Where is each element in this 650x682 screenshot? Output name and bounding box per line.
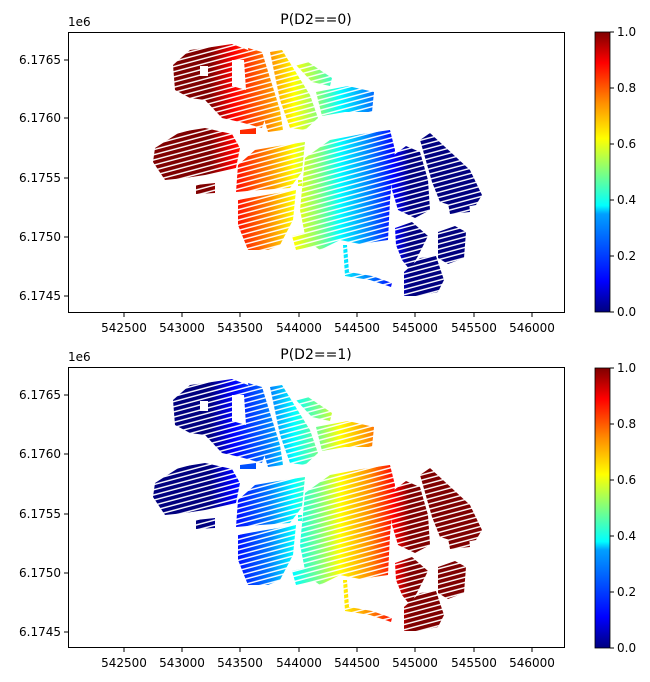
y-tick-label: 6.1765 xyxy=(19,388,61,402)
colorbar: 0.0 0.2 0.4 0.6 0.8 1.0 xyxy=(594,25,636,319)
colorbar-tick-label: 0.8 xyxy=(617,417,636,431)
colorbar: 0.0 0.2 0.4 0.6 0.8 1.0 xyxy=(594,361,636,655)
x-axis: 542500 543000 543500 544000 544500 54500… xyxy=(101,648,555,670)
x-tick-label: 545000 xyxy=(392,656,438,670)
subplot-p-d2-0: P(D2==0) 1e6 6.1765 6.1760 6.1755 6.1750… xyxy=(19,12,636,335)
colorbar-tick-label: 1.0 xyxy=(617,361,636,375)
x-tick-label: 543000 xyxy=(159,656,205,670)
scatter-points xyxy=(153,379,482,631)
y-tick-label: 6.1760 xyxy=(19,447,61,461)
y-tick-label: 6.1750 xyxy=(19,566,61,580)
x-tick-label: 543000 xyxy=(159,321,205,335)
axes-frame xyxy=(68,32,565,313)
colorbar-tick-label: 0.4 xyxy=(617,529,636,543)
x-tick-label: 543500 xyxy=(217,656,263,670)
axes-frame xyxy=(68,367,565,648)
y-tick-label: 6.1755 xyxy=(19,507,61,521)
x-tick-label: 544000 xyxy=(276,321,322,335)
subplot-p-d2-1: P(D2==1) 1e6 6.1765 6.1760 6.1755 6.1750… xyxy=(19,347,636,670)
y-axis: 6.1765 6.1760 6.1755 6.1750 6.1745 xyxy=(19,388,68,639)
y-axis: 6.1765 6.1760 6.1755 6.1750 6.1745 xyxy=(19,53,68,303)
scatter-points xyxy=(153,44,482,296)
y-tick-label: 6.1765 xyxy=(19,53,61,67)
chart-title: P(D2==0) xyxy=(280,12,351,28)
x-tick-label: 545000 xyxy=(392,321,438,335)
x-tick-label: 544500 xyxy=(334,321,380,335)
colorbar-tick-label: 0.2 xyxy=(617,585,636,599)
colorbar-tick-label: 0.6 xyxy=(617,137,636,151)
y-offset-label: 1e6 xyxy=(68,15,91,29)
x-tick-label: 545500 xyxy=(451,656,497,670)
chart-title: P(D2==1) xyxy=(280,347,351,363)
x-tick-label: 546000 xyxy=(509,321,555,335)
x-tick-label: 544000 xyxy=(276,656,322,670)
x-tick-label: 543500 xyxy=(217,321,263,335)
y-tick-label: 6.1745 xyxy=(19,289,61,303)
x-tick-label: 546000 xyxy=(509,656,555,670)
colorbar-tick-label: 0.2 xyxy=(617,249,636,263)
y-tick-label: 6.1750 xyxy=(19,230,61,244)
x-tick-label: 542500 xyxy=(101,321,147,335)
colorbar-tick-label: 0.8 xyxy=(617,81,636,95)
x-tick-label: 544500 xyxy=(334,656,380,670)
colorbar-tick-label: 0.0 xyxy=(617,305,636,319)
colorbar-tick-label: 0.6 xyxy=(617,473,636,487)
colorbar-tick-label: 0.0 xyxy=(617,641,636,655)
colorbar-tick-label: 1.0 xyxy=(617,25,636,39)
y-tick-label: 6.1745 xyxy=(19,625,61,639)
colorbar-tick-label: 0.4 xyxy=(617,193,636,207)
x-tick-label: 542500 xyxy=(101,656,147,670)
y-offset-label: 1e6 xyxy=(68,350,91,364)
y-tick-label: 6.1760 xyxy=(19,111,61,125)
x-axis: 542500 543000 543500 544000 544500 54500… xyxy=(101,313,555,335)
y-tick-label: 6.1755 xyxy=(19,171,61,185)
x-tick-label: 545500 xyxy=(451,321,497,335)
